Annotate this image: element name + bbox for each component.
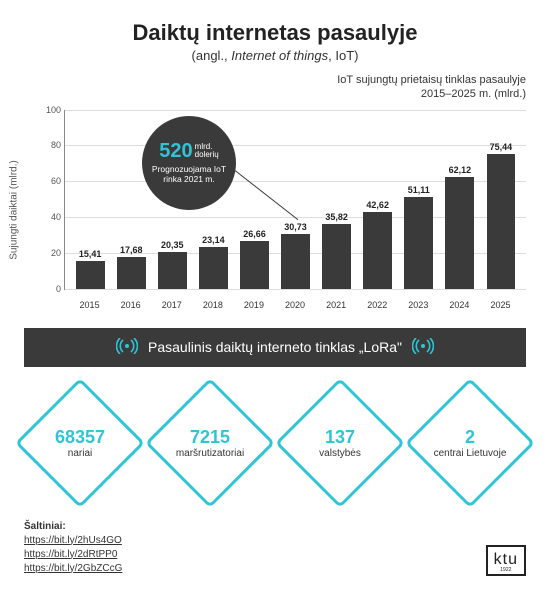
bar-value: 23,14 — [202, 235, 225, 245]
bar-value: 20,35 — [161, 240, 184, 250]
x-tick: 2017 — [151, 300, 192, 310]
y-axis-label: Sujungti daiktai (mlrd.) — [9, 160, 20, 259]
page-title: Daiktų internetas pasaulyje — [24, 20, 526, 46]
bar-value: 51,11 — [408, 185, 430, 195]
y-tick: 20 — [33, 248, 61, 258]
source-link[interactable]: https://bit.ly/2GbZCcG — [24, 562, 122, 576]
x-tick: 2021 — [316, 300, 357, 310]
signal-icon — [116, 338, 138, 357]
bar: 26,66 — [234, 110, 275, 289]
y-tick: 40 — [33, 212, 61, 222]
sources: Šaltiniai: https://bit.ly/2hUs4GOhttps:/… — [24, 521, 122, 576]
bar-value: 42,62 — [366, 200, 389, 210]
signal-icon — [412, 338, 434, 357]
stat-diamond: 7215maršrutizatoriai — [154, 387, 266, 499]
bar: 30,73 — [275, 110, 316, 289]
bar: 75,44 — [480, 110, 521, 289]
bar-value: 35,82 — [325, 212, 348, 222]
bar: 42,62 — [357, 110, 398, 289]
bar: 51,11 — [398, 110, 439, 289]
y-tick: 100 — [33, 105, 61, 115]
x-tick: 2025 — [480, 300, 521, 310]
bar: 62,12 — [439, 110, 480, 289]
bar-chart: Sujungti daiktai (mlrd.) 02040608010015,… — [24, 110, 526, 310]
bar-value: 26,66 — [243, 229, 266, 239]
stat-label: centrai Lietuvoje — [434, 448, 507, 459]
stat-label: nariai — [68, 448, 92, 459]
band-text: Pasaulinis daiktų interneto tinklas „LoR… — [148, 339, 402, 355]
x-tick: 2018 — [192, 300, 233, 310]
x-tick: 2023 — [398, 300, 439, 310]
x-tick: 2020 — [274, 300, 315, 310]
chart-description: IoT sujungtų prietaisų tinklas pasaulyje… — [24, 73, 526, 102]
bar: 15,41 — [70, 110, 111, 289]
bar-value: 62,12 — [449, 165, 472, 175]
bar-value: 30,73 — [284, 222, 307, 232]
stat-number: 137 — [325, 427, 355, 448]
x-tick: 2015 — [69, 300, 110, 310]
x-tick: 2016 — [110, 300, 151, 310]
stat-label: valstybės — [319, 448, 361, 459]
stat-label: maršrutizatoriai — [176, 448, 244, 459]
source-link[interactable]: https://bit.ly/2dRtPP0 — [24, 548, 122, 562]
x-tick: 2022 — [357, 300, 398, 310]
callout-bubble: 520 mlrd.dolerių Prognozuojama IoT rinka… — [142, 116, 236, 210]
ktu-logo: ktu 1922 — [486, 545, 526, 576]
stats-row: 68357nariai7215maršrutizatoriai137valsty… — [24, 387, 526, 499]
stat-number: 2 — [465, 427, 475, 448]
bar: 35,82 — [316, 110, 357, 289]
bar-value: 75,44 — [490, 142, 513, 152]
bar-value: 15,41 — [79, 249, 102, 259]
callout-desc: Prognozuojama IoT rinka 2021 m. — [142, 165, 236, 185]
stat-number: 7215 — [190, 427, 230, 448]
stat-diamond: 137valstybės — [284, 387, 396, 499]
y-tick: 60 — [33, 176, 61, 186]
x-tick: 2024 — [439, 300, 480, 310]
x-tick: 2019 — [233, 300, 274, 310]
stat-diamond: 68357nariai — [24, 387, 136, 499]
source-link[interactable]: https://bit.ly/2hUs4GO — [24, 534, 122, 548]
y-tick: 80 — [33, 140, 61, 150]
callout-value: 520 — [159, 141, 192, 161]
stat-diamond: 2centrai Lietuvoje — [414, 387, 526, 499]
stat-number: 68357 — [55, 427, 105, 448]
bar-value: 17,68 — [120, 245, 143, 255]
bar: 17,68 — [111, 110, 152, 289]
page-subtitle: (angl., Internet of things, IoT) — [24, 48, 526, 63]
y-tick: 0 — [33, 284, 61, 294]
lora-band: Pasaulinis daiktų interneto tinklas „LoR… — [24, 328, 526, 367]
